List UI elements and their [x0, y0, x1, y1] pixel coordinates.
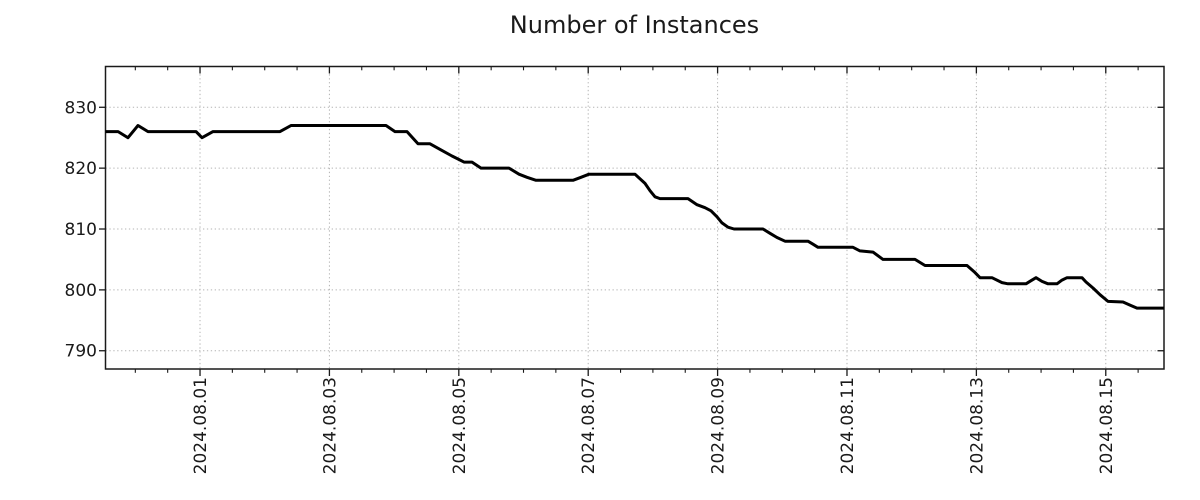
- x-tick-label: 2024.08.05: [450, 377, 470, 474]
- x-tick-label: 2024.08.11: [838, 377, 858, 474]
- plot-border: [104, 65, 1165, 370]
- y-tick-label: 800: [65, 281, 97, 301]
- y-tick-label: 830: [65, 98, 97, 118]
- chart-title: Number of Instances: [509, 11, 760, 39]
- x-tick-label: 2024.08.15: [1097, 377, 1117, 474]
- y-tick-label: 810: [65, 220, 97, 240]
- x-tick-label: 2024.08.07: [579, 377, 599, 474]
- y-tick-label: 790: [65, 342, 97, 362]
- y-tick-label: 820: [65, 159, 97, 179]
- x-tick-label: 2024.08.09: [709, 377, 729, 474]
- x-tick-label: 2024.08.13: [967, 377, 987, 474]
- x-tick-label: 2024.08.03: [320, 377, 340, 474]
- x-tick-label: 2024.08.01: [191, 377, 211, 474]
- data-line: [105, 124, 1164, 310]
